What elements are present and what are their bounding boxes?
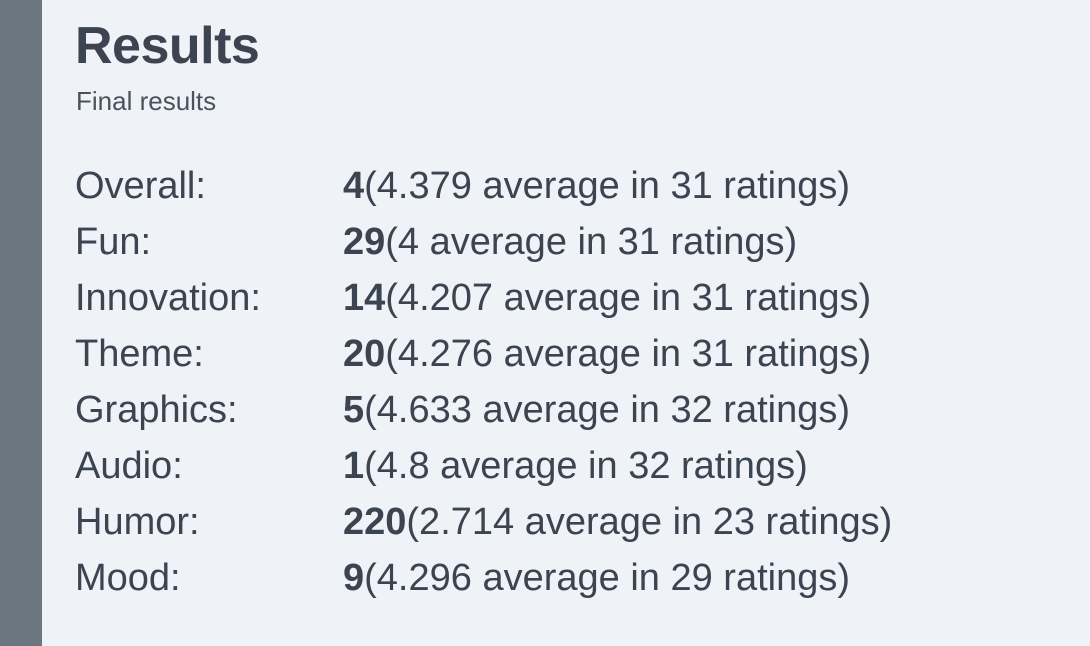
result-category: Graphics: bbox=[75, 389, 238, 431]
result-rank: 220 bbox=[343, 501, 407, 543]
result-row-graphics: Graphics: 5 (4.633 average in 32 ratings… bbox=[75, 382, 1075, 438]
result-rank: 14 bbox=[343, 277, 386, 319]
result-row-humor: Humor: 220 (2.714 average in 23 ratings) bbox=[75, 494, 1075, 550]
result-category: Mood: bbox=[75, 557, 181, 599]
result-detail: (4.633 average in 32 ratings) bbox=[364, 389, 850, 431]
results-panel: Results Final results Overall: 4 (4.379 … bbox=[42, 0, 1090, 646]
result-detail: (4 average in 31 ratings) bbox=[385, 221, 798, 263]
result-row-theme: Theme: 20 (4.276 average in 31 ratings) bbox=[75, 326, 1075, 382]
left-sidebar-strip bbox=[0, 0, 42, 646]
result-category: Theme: bbox=[75, 333, 204, 375]
result-category: Innovation: bbox=[75, 277, 261, 319]
page-title: Results bbox=[75, 17, 260, 75]
result-category: Overall: bbox=[75, 165, 206, 207]
result-rank: 9 bbox=[343, 557, 365, 599]
result-row-overall: Overall: 4 (4.379 average in 31 ratings) bbox=[75, 158, 1075, 214]
result-row-fun: Fun: 29 (4 average in 31 ratings) bbox=[75, 214, 1075, 270]
result-rank: 1 bbox=[343, 445, 365, 487]
result-rank: 29 bbox=[343, 221, 386, 263]
result-row-audio: Audio: 1 (4.8 average in 32 ratings) bbox=[75, 438, 1075, 494]
result-category: Fun: bbox=[75, 221, 152, 263]
result-rank: 5 bbox=[343, 389, 365, 431]
result-detail: (2.714 average in 23 ratings) bbox=[406, 501, 893, 543]
result-rank: 4 bbox=[343, 165, 365, 207]
result-category: Humor: bbox=[75, 501, 200, 543]
result-row-mood: Mood: 9 (4.296 average in 29 ratings) bbox=[75, 550, 1075, 606]
result-detail: (4.379 average in 31 ratings) bbox=[364, 165, 850, 207]
result-rank: 20 bbox=[343, 333, 386, 375]
page-subtitle: Final results bbox=[76, 86, 217, 116]
result-row-innovation: Innovation: 14 (4.207 average in 31 rati… bbox=[75, 270, 1075, 326]
result-detail: (4.207 average in 31 ratings) bbox=[385, 277, 872, 319]
result-detail: (4.296 average in 29 ratings) bbox=[364, 557, 850, 599]
result-category: Audio: bbox=[75, 445, 183, 487]
result-detail: (4.276 average in 31 ratings) bbox=[385, 333, 872, 375]
result-detail: (4.8 average in 32 ratings) bbox=[364, 445, 808, 487]
results-list: Overall: 4 (4.379 average in 31 ratings)… bbox=[75, 158, 1075, 606]
